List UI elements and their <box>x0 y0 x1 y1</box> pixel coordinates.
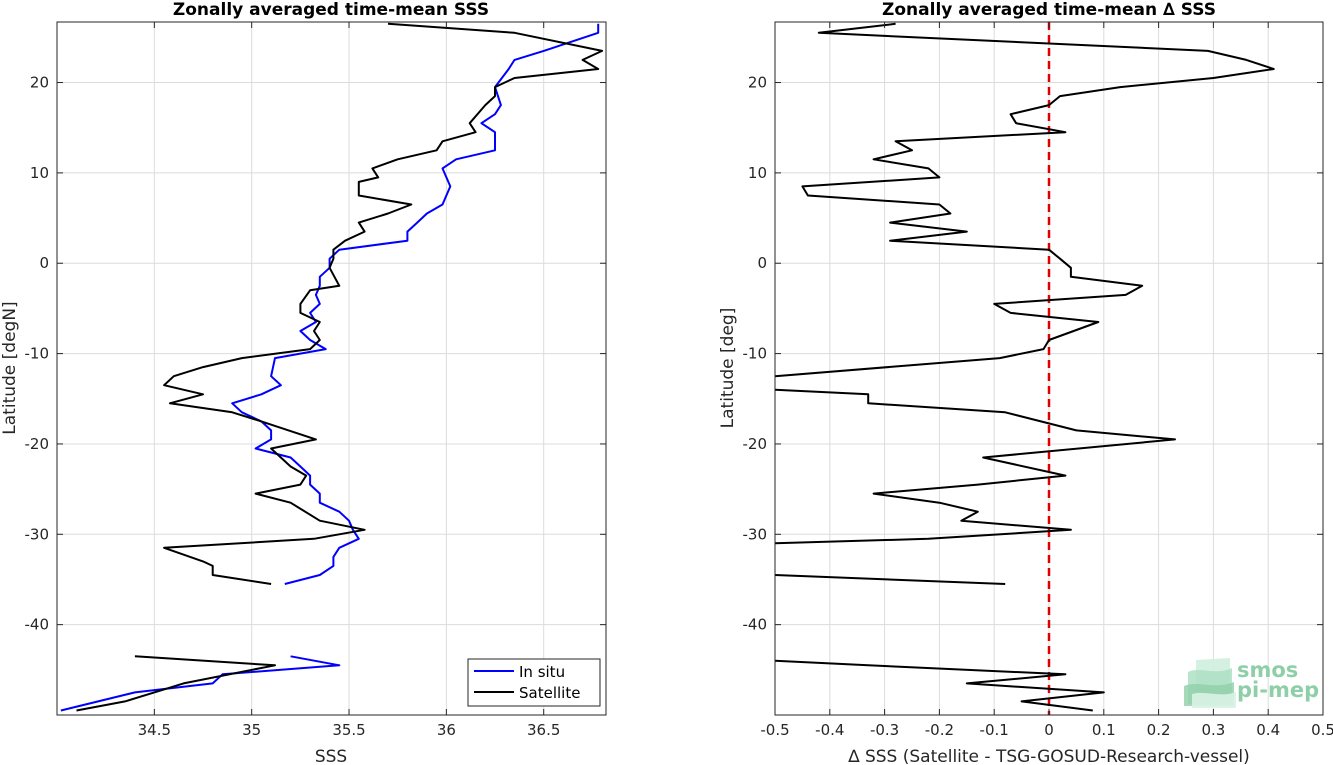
right-y-tick-label: 20 <box>748 74 767 92</box>
left-y-tick-label: 20 <box>30 74 49 92</box>
left-x-tick-label: 35.5 <box>332 721 365 739</box>
right-y-tick-label: -40 <box>743 616 768 634</box>
right-x-tick-label: 0.1 <box>1092 721 1116 739</box>
right-y-tick-label: -30 <box>743 525 768 543</box>
left-chart: 34.5 35 35.5 36 36.5 20 10 0 -10 -20 -30 -40 Zonall… <box>0 0 607 765</box>
right-y-tick-label: -20 <box>743 435 768 453</box>
right-x-tick-label: 0.2 <box>1147 721 1171 739</box>
smos-pi-mep-logo: smos pi-mep <box>1184 658 1319 708</box>
left-y-tick-label: 0 <box>39 254 49 272</box>
right-chart: -0.5 -0.4 -0.3 -0.2 -0.1 0 0.1 0.2 0.3 0.4 0.5 20 10… <box>718 0 1333 765</box>
left-series-line-satellite <box>163 22 604 585</box>
left-series-line-in-situ <box>231 23 600 585</box>
left-series-line-satellite <box>76 655 276 712</box>
right-x-tick-label: 0.4 <box>1256 721 1280 739</box>
right-series-line-delta-sss <box>774 574 1006 585</box>
left-y-axis-label: Latitude [degN] <box>0 301 20 434</box>
right-y-tick-label: 0 <box>757 254 767 272</box>
left-y-tick-label: -10 <box>25 345 50 363</box>
right-x-tick-label: 0 <box>1044 721 1054 739</box>
legend-label-in-situ: In situ <box>519 663 565 681</box>
logo-text-pi-mep: pi-mep <box>1237 678 1319 702</box>
right-series-line-delta-sss <box>774 659 1105 712</box>
right-series-line-delta-sss <box>774 388 1176 545</box>
left-axes-box <box>56 21 607 716</box>
right-ticks: -0.5 -0.4 -0.3 -0.2 -0.1 0 0.1 0.2 0.3 0.4 0.5 20 10… <box>743 22 1333 739</box>
legend: In situ Satellite <box>467 658 601 707</box>
left-y-tick-label: 10 <box>30 164 49 182</box>
left-x-tick-label: 36 <box>437 721 456 739</box>
left-plot-area <box>57 22 606 715</box>
left-y-tick-label: -30 <box>25 525 50 543</box>
right-x-tick-label: 0.5 <box>1311 721 1333 739</box>
left-series-lines <box>60 22 604 712</box>
left-x-tick-label: 35 <box>242 721 261 739</box>
left-series-line-in-situ <box>60 655 341 712</box>
right-x-tick-label: -0.3 <box>870 721 899 739</box>
logo-text-smos: smos <box>1237 658 1298 682</box>
left-x-tick-label: 36.5 <box>527 721 560 739</box>
right-x-tick-label: -0.4 <box>815 721 844 739</box>
right-x-tick-label: -0.2 <box>925 721 954 739</box>
right-chart-title: Zonally averaged time-mean ∆ SSS <box>882 0 1216 20</box>
right-x-tick-label: -0.1 <box>980 721 1009 739</box>
right-x-tick-label: 0.3 <box>1201 721 1225 739</box>
left-y-tick-label: -40 <box>25 616 50 634</box>
left-chart-title: Zonally averaged time-mean SSS <box>173 0 489 20</box>
right-y-tick-label: 10 <box>748 164 767 182</box>
right-y-tick-label: -10 <box>743 345 768 363</box>
legend-label-satellite: Satellite <box>519 684 580 702</box>
right-x-tick-label: -0.5 <box>760 721 789 739</box>
logo-waves-icon <box>1184 658 1236 708</box>
right-series-line-delta-sss <box>774 22 1275 378</box>
right-x-axis-label: ∆ SSS (Satellite - TSG-GOSUD-Research-ve… <box>847 747 1250 765</box>
left-y-tick-label: -20 <box>25 435 50 453</box>
left-x-tick-label: 34.5 <box>138 721 171 739</box>
left-grid <box>57 22 606 715</box>
left-x-axis-label: SSS <box>315 747 347 765</box>
right-y-axis-label: Latitude [deg] <box>718 308 738 429</box>
right-series-lines <box>774 22 1275 715</box>
left-ticks: 34.5 35 35.5 36 36.5 20 10 0 -10 -20 -30 -40 <box>25 22 606 739</box>
legend-box <box>467 658 601 707</box>
